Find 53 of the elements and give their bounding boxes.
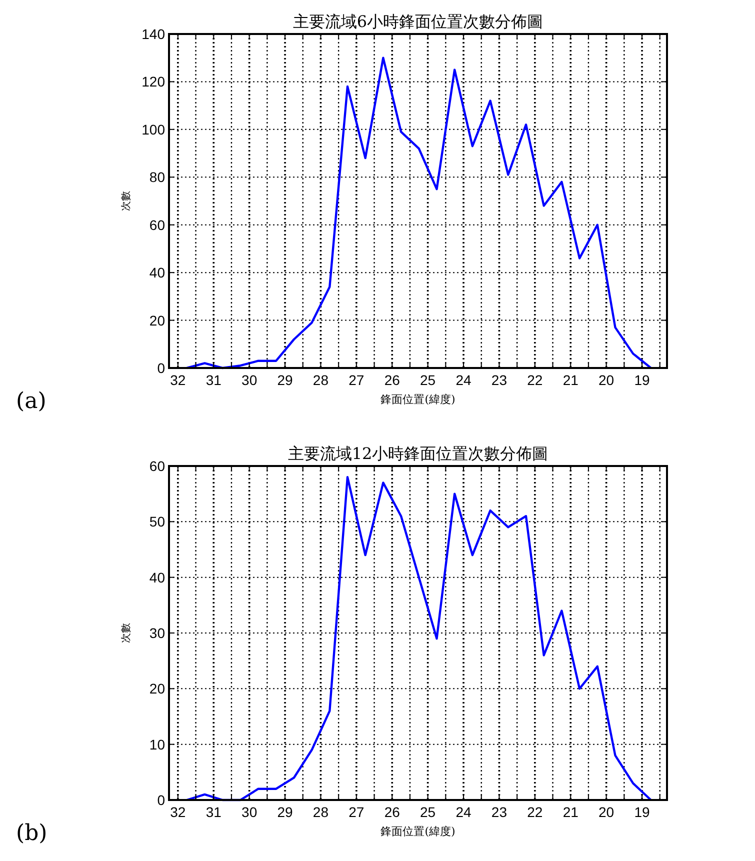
- x-tick-label: 20: [598, 804, 614, 820]
- y-axis-title: 次數: [120, 623, 132, 643]
- x-tick-label: 30: [242, 804, 258, 820]
- x-tick-label: 29: [277, 804, 294, 820]
- y-tick-label: 0: [157, 360, 166, 376]
- x-tick-label: 22: [527, 804, 543, 820]
- y-tick-label: 20: [149, 312, 166, 328]
- text: (a): [16, 389, 46, 414]
- x-tick-label: 32: [170, 804, 186, 820]
- line-series: [186, 476, 652, 802]
- x-tick-label: 19: [634, 372, 650, 388]
- chart-title: 主要流域12小時鋒面位置次數分佈圖: [288, 444, 548, 463]
- x-tick-label: 24: [456, 372, 472, 388]
- x-tick-label: 23: [491, 372, 508, 388]
- y-tick-label: 40: [149, 569, 166, 586]
- y-tick-label: 10: [149, 736, 166, 752]
- x-tick-label: 27: [348, 804, 364, 820]
- x-tick-label: 20: [598, 372, 614, 388]
- x-tick-label: 31: [206, 372, 222, 388]
- y-tick-label: 60: [149, 216, 166, 233]
- y-tick-label: 140: [142, 26, 166, 42]
- y-tick-label: 30: [149, 625, 166, 641]
- line-series: [186, 56, 652, 370]
- x-tick-label: 19: [634, 804, 650, 820]
- x-tick-label: 25: [420, 804, 436, 820]
- x-tick-label: 32: [170, 372, 186, 388]
- y-tick-label: 0: [157, 792, 166, 808]
- x-tick-label: 21: [562, 372, 579, 388]
- y-tick-label: 20: [149, 680, 166, 697]
- chart-title: 主要流域6小時鋒面位置次數分佈圖: [292, 12, 544, 31]
- x-tick-label: 27: [348, 372, 364, 388]
- x-tick-label: 25: [420, 372, 436, 388]
- x-tick-label: 30: [242, 372, 258, 388]
- y-tick-label: 100: [142, 121, 166, 138]
- y-tick-label: 40: [149, 264, 166, 281]
- y-tick-label: 60: [149, 458, 166, 474]
- x-tick-label: 22: [527, 372, 543, 388]
- x-tick-label: 26: [384, 804, 400, 820]
- y-axis-title: 次數: [120, 191, 132, 211]
- x-tick-label: 21: [562, 804, 579, 820]
- x-tick-label: 23: [491, 804, 508, 820]
- x-axis-title: 鋒面位置(緯度): [380, 393, 456, 406]
- x-tick-label: 29: [277, 372, 294, 388]
- x-tick-label: 28: [312, 372, 329, 388]
- x-axis-title: 鋒面位置(緯度): [380, 825, 456, 838]
- x-tick-label: 28: [312, 804, 329, 820]
- y-tick-label: 80: [149, 169, 166, 186]
- y-tick-label: 120: [142, 74, 166, 90]
- x-tick-label: 31: [206, 804, 222, 820]
- text: (b): [16, 821, 48, 846]
- x-tick-label: 24: [456, 804, 472, 820]
- x-tick-label: 26: [384, 372, 400, 388]
- y-tick-label: 50: [149, 514, 166, 530]
